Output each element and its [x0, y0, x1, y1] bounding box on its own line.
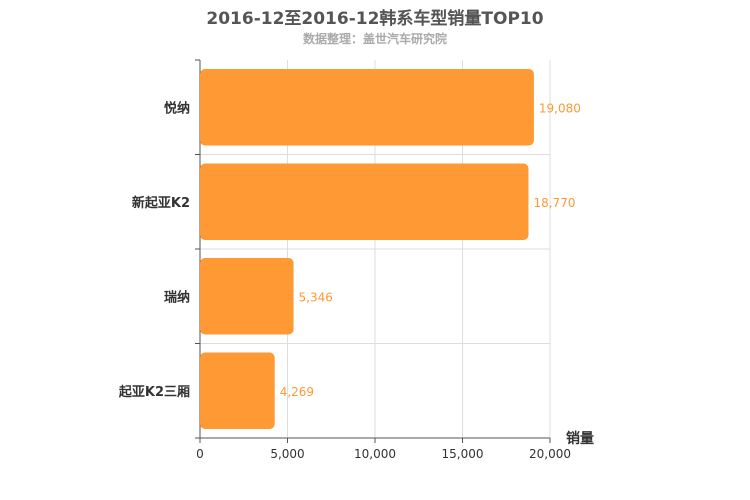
x-tick-label: 10,000	[354, 447, 396, 461]
x-tick-label: 20,000	[529, 447, 571, 461]
bar	[200, 258, 294, 335]
bar	[200, 69, 534, 146]
x-axis-title: 销量	[566, 430, 594, 447]
data-label: 18,770	[533, 196, 575, 210]
chart-subtitle: 数据整理：盖世汽车研究院	[302, 32, 447, 46]
bar	[200, 352, 275, 429]
category-label: 起亚K2三厢	[118, 384, 190, 400]
data-label: 19,080	[539, 101, 581, 115]
x-tick-label: 5,000	[270, 447, 304, 461]
data-label: 4,269	[280, 385, 314, 399]
x-tick-label: 0	[196, 447, 204, 461]
chart-title: 2016-12至2016-12韩系车型销量TOP10	[206, 9, 544, 29]
category-label: 新起亚K2	[132, 195, 190, 211]
bar	[200, 163, 529, 240]
category-label: 悦纳	[164, 100, 190, 116]
data-label: 5,346	[299, 290, 333, 304]
x-tick-label: 15,000	[442, 447, 484, 461]
category-label: 瑞纳	[164, 289, 190, 305]
